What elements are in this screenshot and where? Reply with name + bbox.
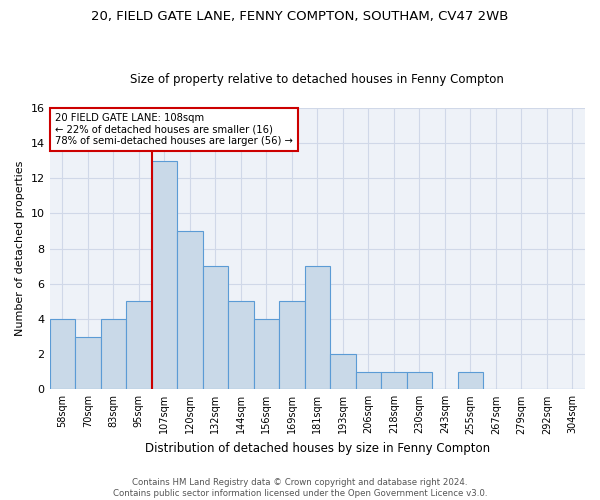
- Bar: [228, 302, 254, 390]
- Bar: [101, 319, 126, 390]
- Bar: [50, 319, 75, 390]
- Bar: [356, 372, 381, 390]
- Bar: [407, 372, 432, 390]
- Title: Size of property relative to detached houses in Fenny Compton: Size of property relative to detached ho…: [130, 73, 504, 86]
- Text: Contains HM Land Registry data © Crown copyright and database right 2024.
Contai: Contains HM Land Registry data © Crown c…: [113, 478, 487, 498]
- Bar: [126, 302, 152, 390]
- X-axis label: Distribution of detached houses by size in Fenny Compton: Distribution of detached houses by size …: [145, 442, 490, 455]
- Bar: [305, 266, 330, 390]
- Y-axis label: Number of detached properties: Number of detached properties: [15, 161, 25, 336]
- Text: 20 FIELD GATE LANE: 108sqm
← 22% of detached houses are smaller (16)
78% of semi: 20 FIELD GATE LANE: 108sqm ← 22% of deta…: [55, 114, 293, 146]
- Bar: [458, 372, 483, 390]
- Bar: [177, 231, 203, 390]
- Bar: [203, 266, 228, 390]
- Text: 20, FIELD GATE LANE, FENNY COMPTON, SOUTHAM, CV47 2WB: 20, FIELD GATE LANE, FENNY COMPTON, SOUT…: [91, 10, 509, 23]
- Bar: [152, 160, 177, 390]
- Bar: [330, 354, 356, 390]
- Bar: [381, 372, 407, 390]
- Bar: [279, 302, 305, 390]
- Bar: [75, 336, 101, 390]
- Bar: [254, 319, 279, 390]
